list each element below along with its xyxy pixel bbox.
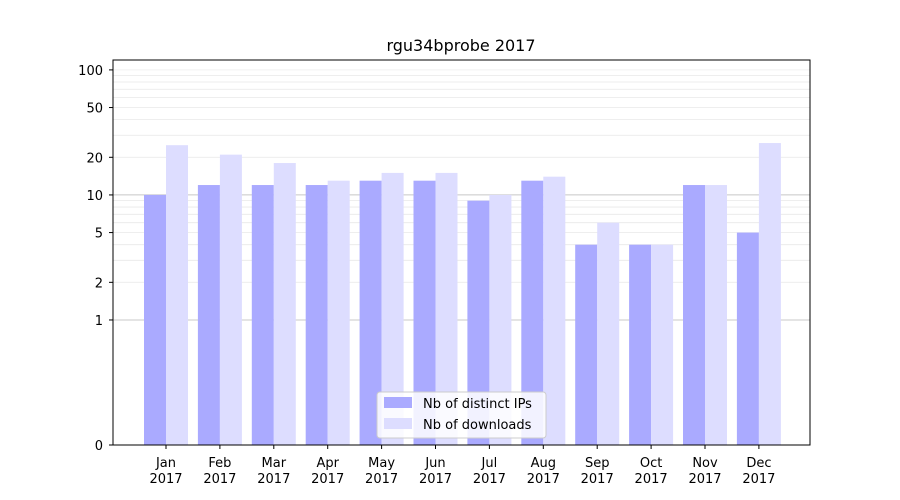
bar-downloads: [489, 194, 512, 445]
legend-box: [376, 391, 547, 439]
x-tick-label-month: Sep: [585, 456, 610, 471]
x-tick-label-month: Jun: [424, 456, 445, 471]
x-tick-label-month: Mar: [262, 456, 287, 471]
x-tick-label-year: 2017: [742, 472, 775, 487]
bar-downloads: [758, 143, 781, 446]
legend-swatch-distinct-ips: [384, 397, 412, 408]
legend-swatch-downloads: [384, 418, 412, 429]
bar-distinct-ips: [413, 180, 436, 445]
bar-distinct-ips: [521, 180, 544, 445]
bar-distinct-ips: [575, 244, 598, 445]
x-tick-label-month: Jul: [481, 456, 498, 471]
bar-downloads: [543, 176, 566, 445]
bar-distinct-ips: [359, 180, 382, 445]
x-tick-label-month: Apr: [316, 456, 339, 471]
legend-label: Nb of distinct IPs: [423, 397, 532, 412]
y-tick-label: 0: [95, 439, 103, 454]
bar-downloads: [381, 172, 404, 446]
bar-distinct-ips: [144, 194, 166, 445]
x-tick-label-year: 2017: [581, 472, 614, 487]
bar-downloads: [597, 222, 620, 445]
bar-downloads: [651, 244, 674, 445]
x-tick-label-month: Jan: [155, 456, 176, 471]
x-tick-label-year: 2017: [311, 472, 344, 487]
bar-distinct-ips: [197, 185, 220, 445]
y-tick-label: 20: [86, 151, 103, 166]
bar-downloads: [435, 172, 458, 446]
x-tick-label-year: 2017: [473, 472, 506, 487]
x-tick-label-month: Feb: [208, 456, 231, 471]
bar-downloads: [166, 145, 188, 445]
x-tick-label-year: 2017: [688, 472, 721, 487]
legend: Nb of distinct IPs Nb of downloads: [376, 391, 547, 439]
y-tick-label: 100: [78, 64, 103, 79]
chart-title: rgu34bprobe 2017: [386, 36, 535, 55]
x-tick-label-year: 2017: [365, 472, 398, 487]
y-tick-label: 1: [95, 314, 103, 329]
bar-distinct-ips: [736, 232, 759, 445]
bar-distinct-ips: [305, 185, 328, 445]
bar-distinct-ips: [251, 185, 274, 445]
bar-distinct-ips: [683, 185, 705, 445]
y-tick-label: 10: [86, 189, 103, 204]
x-tick-label-year: 2017: [257, 472, 290, 487]
bar-downloads: [273, 163, 296, 445]
y-tick-label: 50: [86, 102, 103, 117]
bar-downloads: [219, 154, 242, 445]
x-tick-label-month: Nov: [692, 456, 718, 471]
x-tick-label-year: 2017: [527, 472, 560, 487]
legend-label: Nb of downloads: [423, 418, 532, 433]
x-tick-label-year: 2017: [149, 472, 182, 487]
x-tick-label-year: 2017: [635, 472, 668, 487]
y-tick-label: 2: [95, 276, 103, 291]
plot-frame: [112, 59, 811, 446]
bar-distinct-ips: [629, 244, 652, 445]
x-tick-label-month: Oct: [640, 456, 662, 471]
bar-downloads: [327, 180, 350, 445]
x-tick-label-year: 2017: [203, 472, 236, 487]
bar-distinct-ips: [467, 200, 490, 445]
x-tick-label-month: Dec: [746, 456, 771, 471]
x-tick-label-month: Aug: [531, 456, 556, 471]
x-tick-label-year: 2017: [419, 472, 452, 487]
x-tick-label-month: May: [368, 456, 395, 471]
y-tick-label: 5: [95, 227, 103, 242]
bar-downloads: [705, 185, 727, 445]
